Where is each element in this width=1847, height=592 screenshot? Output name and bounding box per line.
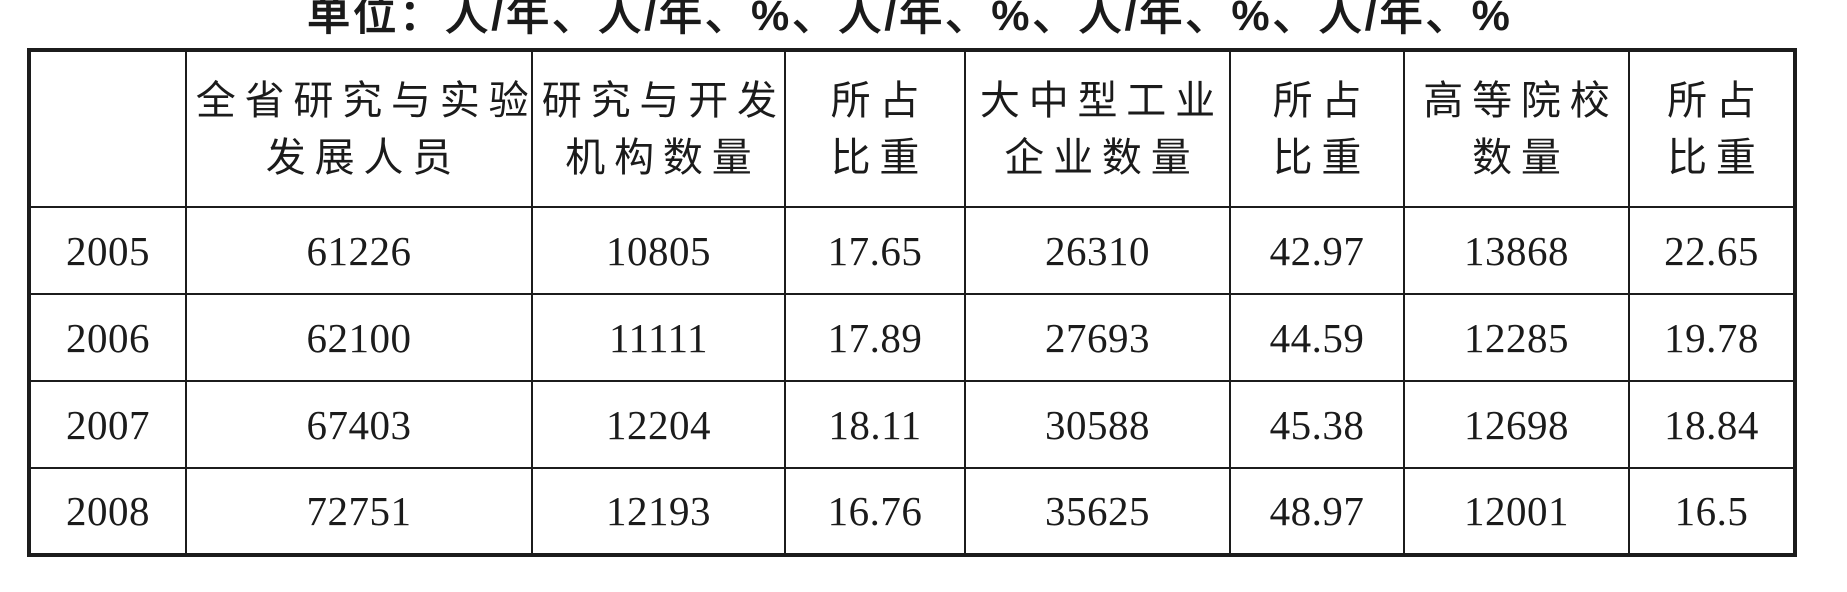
header-label: 发展人员 xyxy=(265,135,461,180)
header-cell-rd-institutions: 研究与开发 机构数量 xyxy=(531,49,786,208)
value-cell: 61226 xyxy=(185,206,533,295)
header-label: 大中型工业 xyxy=(979,78,1224,123)
header-cell-year xyxy=(28,49,187,208)
table-row-2007: 2007 67403 12204 18.11 30588 45.38 12698… xyxy=(28,380,1796,469)
header-label: 所占 xyxy=(830,78,929,123)
table-row-2008: 2008 72751 12193 16.76 35625 48.97 12001… xyxy=(28,467,1796,556)
value-cell: 35625 xyxy=(964,467,1231,556)
value-cell: 16.76 xyxy=(784,467,966,556)
header-cell-rd-personnel: 全省研究与实验 发展人员 xyxy=(185,49,538,208)
statistics-table: 全省研究与实验 发展人员 研究与开发 机构数量 所占 比重 大中型工业 企业数量… xyxy=(27,48,1797,557)
value-cell: 45.38 xyxy=(1229,380,1405,469)
header-cell-share-2: 所占 比重 xyxy=(1229,49,1405,208)
header-label: 所占 xyxy=(1667,78,1765,123)
value-cell: 11111 xyxy=(531,293,786,382)
header-label: 高等院校 xyxy=(1423,78,1619,123)
value-cell: 67403 xyxy=(185,380,533,469)
value-cell: 19.78 xyxy=(1628,293,1796,382)
header-label: 企业数量 xyxy=(1004,135,1200,180)
value-cell: 12193 xyxy=(531,467,786,556)
header-label: 数量 xyxy=(1472,135,1570,180)
year-cell: 2007 xyxy=(28,380,187,469)
value-cell: 22.65 xyxy=(1628,206,1796,295)
value-cell: 12001 xyxy=(1403,467,1630,556)
header-row: 全省研究与实验 发展人员 研究与开发 机构数量 所占 比重 大中型工业 企业数量… xyxy=(28,49,1796,208)
value-cell: 62100 xyxy=(185,293,533,382)
value-cell: 18.84 xyxy=(1628,380,1796,469)
header-label: 全省研究与实验 xyxy=(195,78,538,123)
value-cell: 48.97 xyxy=(1229,467,1405,556)
value-cell: 42.97 xyxy=(1229,206,1405,295)
header-label: 比重 xyxy=(1272,135,1371,180)
value-cell: 44.59 xyxy=(1229,293,1405,382)
value-cell: 72751 xyxy=(185,467,533,556)
units-caption: 单位：人/年、人/年、%、人/年、%、人/年、%、人/年、% xyxy=(307,0,1513,40)
header-label: 机构数量 xyxy=(565,135,761,180)
value-cell: 16.5 xyxy=(1628,467,1796,556)
year-cell: 2008 xyxy=(28,467,187,556)
value-cell: 18.11 xyxy=(784,380,966,469)
value-cell: 17.65 xyxy=(784,206,966,295)
year-cell: 2006 xyxy=(28,293,187,382)
value-cell: 17.89 xyxy=(784,293,966,382)
value-cell: 10805 xyxy=(531,206,786,295)
header-cell-universities: 高等院校 数量 xyxy=(1403,49,1630,208)
value-cell: 12698 xyxy=(1403,380,1630,469)
value-cell: 26310 xyxy=(964,206,1231,295)
header-label: 所占 xyxy=(1272,78,1371,123)
value-cell: 30588 xyxy=(964,380,1231,469)
header-label: 比重 xyxy=(1667,135,1765,180)
header-cell-share-1: 所占 比重 xyxy=(784,49,966,208)
header-cell-industrial-enterprises: 大中型工业 企业数量 xyxy=(964,49,1231,208)
value-cell: 27693 xyxy=(964,293,1231,382)
value-cell: 13868 xyxy=(1403,206,1630,295)
year-cell: 2005 xyxy=(28,206,187,295)
value-cell: 12285 xyxy=(1403,293,1630,382)
header-cell-share-3: 所占 比重 xyxy=(1628,49,1796,208)
header-label: 比重 xyxy=(830,135,929,180)
header-label: 研究与开发 xyxy=(541,78,786,123)
value-cell: 12204 xyxy=(531,380,786,469)
table-row-2006: 2006 62100 11111 17.89 27693 44.59 12285… xyxy=(28,293,1796,382)
table-row-2005: 2005 61226 10805 17.65 26310 42.97 13868… xyxy=(28,206,1796,295)
